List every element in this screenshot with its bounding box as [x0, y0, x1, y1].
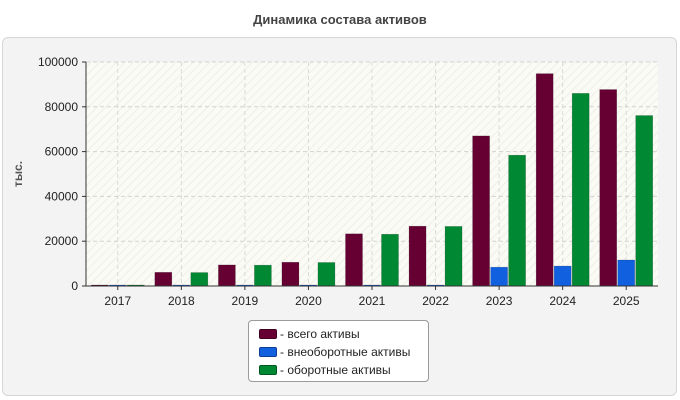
y-tick-label: 0 [71, 279, 78, 293]
y-tick-label: 20000 [45, 234, 79, 248]
x-tick-label: 2025 [613, 294, 640, 308]
x-tick-label: 2017 [104, 294, 131, 308]
x-tick-label: 2020 [295, 294, 322, 308]
bar-series-0 [218, 264, 236, 287]
legend-swatch-noncurrent [259, 347, 277, 357]
bar-series-0 [408, 225, 427, 287]
x-tick-label: 2024 [549, 294, 576, 308]
legend-swatch-current [259, 365, 277, 375]
x-tick-label: 2023 [486, 294, 513, 308]
legend-label-total: - всего активы [280, 327, 360, 341]
bar-series-0 [472, 135, 490, 287]
bar-series-0 [599, 89, 618, 287]
legend-item-current: - оборотные активы [249, 361, 428, 379]
bar-series-2 [571, 93, 590, 287]
bar-series-2 [444, 226, 463, 287]
bar-series-2 [635, 115, 654, 287]
bar-series-1 [617, 259, 636, 287]
legend: - всего активы - внеоборотные активы - о… [248, 320, 429, 382]
y-tick-label: 60000 [45, 145, 79, 159]
bar-series-2 [190, 272, 209, 287]
bar-series-2 [381, 233, 399, 287]
bar-series-2 [317, 262, 336, 287]
legend-item-noncurrent: - внеоборотные активы [249, 343, 428, 361]
y-tick-label: 80000 [45, 100, 79, 114]
legend-item-total: - всего активы [249, 325, 428, 343]
x-tick-label: 2022 [422, 294, 449, 308]
x-tick-label: 2018 [168, 294, 195, 308]
bar-series-0 [281, 261, 300, 287]
x-tick-label: 2019 [232, 294, 259, 308]
legend-label-current: - оборотные активы [280, 363, 391, 377]
legend-swatch-total [259, 329, 277, 339]
bar-series-1 [490, 266, 508, 287]
bar-series-0 [345, 233, 363, 287]
legend-label-noncurrent: - внеоборотные активы [280, 345, 411, 359]
y-tick-label: 40000 [45, 189, 79, 203]
chart-title: Динамика состава активов [253, 12, 427, 27]
bar-series-0 [154, 272, 173, 287]
bar-series-2 [508, 154, 526, 287]
bar-series-2 [254, 264, 272, 287]
bar-series-1 [553, 265, 572, 287]
y-tick-label: 100000 [38, 55, 78, 69]
x-tick-label: 2021 [359, 294, 386, 308]
y-axis-label: тыс. [11, 161, 25, 187]
bar-series-0 [535, 73, 554, 287]
